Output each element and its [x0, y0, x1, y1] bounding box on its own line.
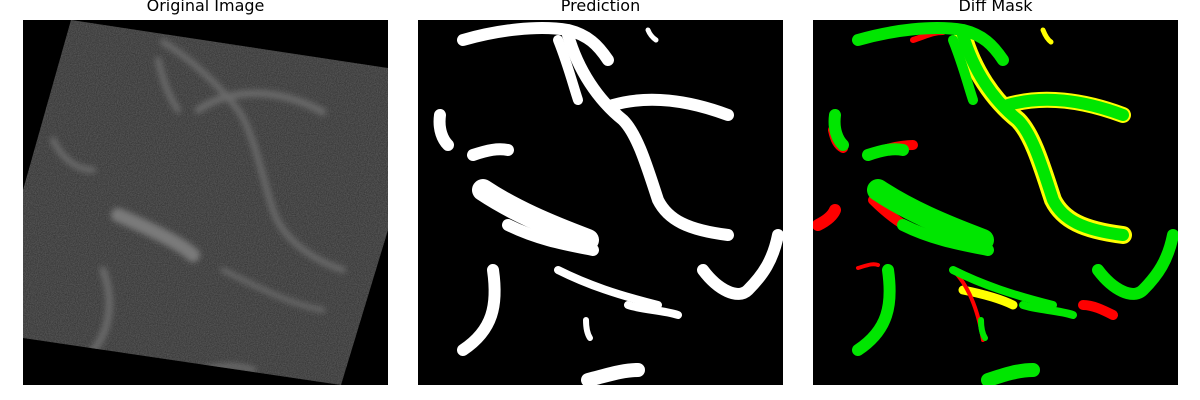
- original-image-title: Original Image: [146, 0, 265, 15]
- prediction-title: Prediction: [560, 0, 641, 15]
- diff-mask: [813, 20, 1178, 385]
- diff-mask-title: Diff Mask: [958, 0, 1033, 15]
- diff-mask-panel: Diff Mask: [813, 0, 1178, 400]
- prediction-panel: Prediction: [418, 0, 783, 400]
- prediction-mask: [418, 20, 783, 385]
- original-image-panel: Original Image: [23, 0, 388, 400]
- original-image: [23, 20, 388, 385]
